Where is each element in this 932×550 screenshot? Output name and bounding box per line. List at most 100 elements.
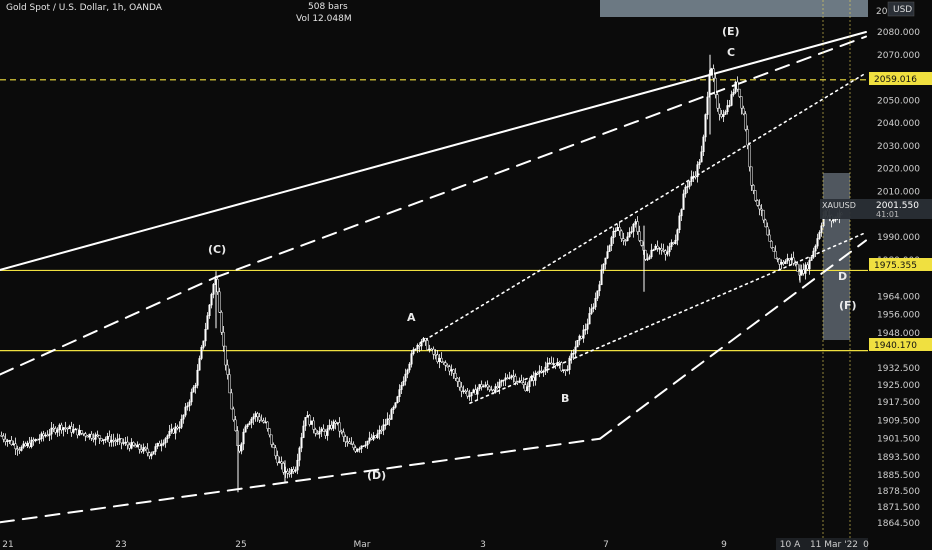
candle-body xyxy=(584,328,587,331)
candle-body xyxy=(226,364,229,375)
candle-body xyxy=(174,426,177,434)
candle-body xyxy=(256,413,259,418)
candle-body xyxy=(286,470,289,474)
candle-body xyxy=(106,436,109,440)
candle-body xyxy=(544,366,547,372)
candle-body xyxy=(112,439,115,442)
candle-body xyxy=(218,291,221,313)
candle-body xyxy=(170,428,173,432)
candle-body xyxy=(20,446,23,451)
candle-body xyxy=(366,440,369,446)
candle-body xyxy=(550,362,553,365)
candle-body xyxy=(698,161,701,165)
candle-body xyxy=(612,230,615,238)
candle-body xyxy=(168,430,171,437)
candle-body xyxy=(268,428,271,436)
candle-body xyxy=(622,238,625,241)
candle-body xyxy=(610,237,613,247)
candle-body xyxy=(410,353,413,365)
candle-body xyxy=(56,429,59,433)
candle-body xyxy=(724,111,727,115)
candle-body xyxy=(294,469,297,472)
price-tick-label: 2030.000 xyxy=(877,142,920,152)
candle-body xyxy=(748,144,751,168)
candle-body xyxy=(62,427,65,431)
candle-body xyxy=(364,444,367,447)
candle-body xyxy=(122,442,125,445)
candle-body xyxy=(344,436,347,442)
svg-text:2059.016: 2059.016 xyxy=(874,75,917,85)
candle-body xyxy=(276,455,279,464)
time-tick-label: 11 Mar '22 xyxy=(810,540,858,550)
price-tick-label: 1964.000 xyxy=(877,292,920,302)
wave-label-E: (E) xyxy=(722,25,740,38)
candle-body xyxy=(760,208,763,211)
candle-body xyxy=(406,369,409,375)
candle-body xyxy=(660,248,663,251)
candle-body xyxy=(618,227,621,232)
candle-body xyxy=(330,424,333,429)
candle-body xyxy=(484,384,487,387)
candle-body xyxy=(400,385,403,390)
candle-body xyxy=(578,335,581,341)
candle-body xyxy=(450,369,453,372)
candle-body xyxy=(292,469,295,472)
price-tick-label: 1893.500 xyxy=(877,453,920,463)
candle-body xyxy=(16,448,19,450)
candle-body xyxy=(80,430,83,434)
candle-body xyxy=(534,372,537,381)
candle-body xyxy=(672,242,675,244)
candle-body xyxy=(408,363,411,371)
candle-body xyxy=(790,257,793,261)
candle-body xyxy=(282,463,285,473)
candle-body xyxy=(430,348,433,351)
candle-body xyxy=(4,438,7,442)
candle-body xyxy=(674,239,677,244)
candle-body xyxy=(548,362,551,365)
candle-body xyxy=(190,391,193,403)
candle-body xyxy=(712,68,715,79)
candle-body xyxy=(526,386,529,391)
candle-body xyxy=(502,379,505,382)
candle-body xyxy=(656,245,659,249)
candle-body xyxy=(186,405,189,408)
candle-body xyxy=(200,347,203,359)
candle-body xyxy=(110,439,113,443)
candle-body xyxy=(90,433,93,439)
candle-body xyxy=(488,386,491,391)
trendline-dashed-4 xyxy=(599,239,867,440)
candle-body xyxy=(570,353,573,359)
currency-badge[interactable]: USD xyxy=(887,1,915,17)
candle-body xyxy=(376,433,379,438)
candle-body xyxy=(240,443,243,452)
candle-body xyxy=(478,384,481,390)
candle-body xyxy=(710,68,713,75)
candle-body xyxy=(530,377,533,382)
price-tick-label: 1956.000 xyxy=(877,311,920,321)
top-highlight-box xyxy=(600,0,868,17)
candle-body xyxy=(380,429,383,432)
candle-body xyxy=(152,451,155,455)
candle-body xyxy=(646,258,649,261)
candle-body xyxy=(418,344,421,347)
trendline-dashed-3 xyxy=(0,437,601,524)
candle-body xyxy=(496,386,499,389)
candle-body xyxy=(202,340,205,348)
candle-body xyxy=(688,181,691,187)
candle-body xyxy=(252,416,255,420)
candle-body xyxy=(28,442,31,448)
candle-body xyxy=(558,362,561,364)
candle-body xyxy=(118,438,121,440)
candle-body xyxy=(448,366,451,372)
candle-body xyxy=(86,435,89,438)
candle-body xyxy=(536,372,539,375)
candle-body xyxy=(140,449,143,452)
candle-body xyxy=(780,262,783,265)
candle-body xyxy=(288,472,291,475)
candle-body xyxy=(24,443,27,447)
symbol-title: Gold Spot / U.S. Dollar, 1h, OANDA xyxy=(6,3,162,13)
candle-body xyxy=(574,346,577,354)
candle-body xyxy=(36,439,39,441)
candle-body xyxy=(54,428,57,433)
